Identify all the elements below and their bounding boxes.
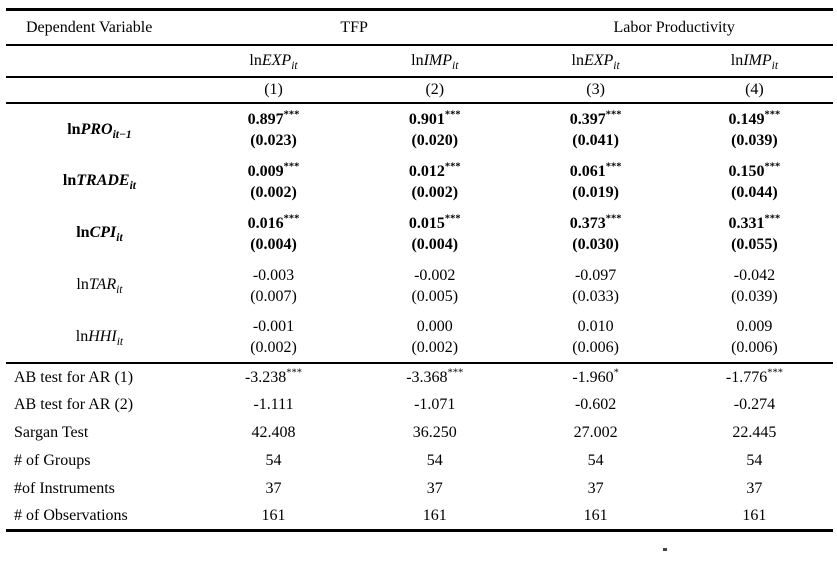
coef-cell: 0.373*** (0.030) bbox=[569, 213, 622, 253]
stat-value: 36.250 bbox=[412, 424, 457, 441]
coef-cell: 0.010 (0.006) bbox=[572, 318, 619, 356]
coef-cell: 0.897*** (0.023) bbox=[247, 109, 300, 149]
coef-cell: 0.015*** (0.004) bbox=[408, 213, 461, 253]
coef-cell: -0.042 (0.039) bbox=[731, 266, 778, 305]
header-number-row: (1) (2) (3) (4) bbox=[6, 77, 833, 103]
stat-value: 37 bbox=[426, 480, 443, 497]
coef-row-lnCPI: lnCPIit 0.016*** (0.004) 0.015*** (0.004) … bbox=[6, 207, 833, 259]
stat-value: 42.408 bbox=[251, 424, 296, 441]
coef-row-lnHHI: lnHHIit -0.001 (0.002) 0.000 (0.002) 0.010… bbox=[6, 311, 833, 363]
stat-value: -1.960* bbox=[572, 367, 619, 386]
coef-cell: 0.009 (0.006) bbox=[731, 318, 778, 356]
coef-cell: -0.001 (0.002) bbox=[250, 318, 297, 356]
stat-value: 161 bbox=[742, 507, 767, 525]
header-model-row: lnEXPit lnIMPit lnEXPit lnIMPit bbox=[6, 45, 833, 77]
header-group-row: Dependent Variable TFP Labor Productivit… bbox=[6, 10, 833, 45]
stat-value: 54 bbox=[426, 452, 443, 469]
stat-value: 37 bbox=[265, 480, 282, 497]
spacer-cell bbox=[6, 45, 193, 77]
stat-value: 22.445 bbox=[732, 424, 777, 441]
stat-label: #of Instruments bbox=[14, 480, 115, 497]
stat-value: 161 bbox=[422, 507, 447, 525]
stat-label: Sargan Test bbox=[14, 424, 89, 441]
stray-mark bbox=[663, 548, 667, 551]
row-label-lnCPI: lnCPIit bbox=[76, 224, 123, 245]
column-number-2: (2) bbox=[425, 81, 445, 98]
stat-value: 161 bbox=[261, 507, 286, 525]
model-header-2: lnIMPit bbox=[411, 52, 459, 73]
stat-value: 161 bbox=[583, 507, 608, 525]
group-header-tfp: TFP bbox=[340, 18, 368, 36]
stat-row-instruments: #of Instruments 37 37 37 37 bbox=[6, 475, 833, 503]
stat-value: -1.776*** bbox=[725, 367, 783, 386]
stat-value: 37 bbox=[746, 480, 763, 497]
stat-value: -3.368*** bbox=[406, 367, 464, 386]
coef-cell: 0.012*** (0.002) bbox=[408, 161, 461, 201]
coef-cell: 0.061*** (0.019) bbox=[569, 161, 622, 201]
stat-value: 54 bbox=[265, 452, 282, 469]
model-header-3: lnEXPit bbox=[571, 52, 620, 73]
column-number-3: (3) bbox=[586, 81, 605, 98]
coef-row-lnPRO: lnPROit−1 0.897*** (0.023) 0.901*** (0.020… bbox=[6, 103, 833, 155]
row-label-lnHHI: lnHHIit bbox=[75, 327, 124, 348]
stat-value: -0.274 bbox=[733, 396, 776, 413]
row-label-lnPRO: lnPROit−1 bbox=[67, 120, 132, 141]
stat-row-sargan: Sargan Test 42.408 36.250 27.002 22.445 bbox=[6, 419, 833, 447]
stat-value: 37 bbox=[587, 480, 604, 497]
stat-label: # of Observations bbox=[14, 507, 128, 525]
stat-label: AB test for AR (1) bbox=[14, 368, 134, 386]
column-number-1: (1) bbox=[264, 81, 283, 98]
stat-value: -1.071 bbox=[414, 396, 456, 413]
coef-cell: 0.331*** (0.055) bbox=[728, 213, 781, 253]
stat-value: 54 bbox=[587, 452, 604, 469]
row-label-lnTRADE: lnTRADEit bbox=[62, 172, 136, 193]
stat-row-ab-ar2: AB test for AR (2) -1.111 -1.071 -0.602 … bbox=[6, 391, 833, 419]
stat-value: -1.111 bbox=[253, 396, 294, 413]
stat-row-observations: # of Observations 161 161 161 161 bbox=[6, 503, 833, 531]
coef-cell: 0.016*** (0.004) bbox=[247, 213, 300, 253]
dependent-variable-header: Dependent Variable bbox=[26, 18, 153, 36]
coef-row-lnTAR: lnTARit -0.003 (0.007) -0.002 (0.005) -0.0… bbox=[6, 259, 833, 311]
stat-value: -0.602 bbox=[574, 396, 617, 413]
group-header-labor-productivity: Labor Productivity bbox=[613, 18, 735, 36]
stat-row-ab-ar1: AB test for AR (1) -3.238*** -3.368*** -… bbox=[6, 363, 833, 391]
model-header-1: lnEXPit bbox=[249, 52, 298, 73]
row-label-lnTAR: lnTARit bbox=[76, 276, 123, 297]
column-number-4: (4) bbox=[745, 81, 764, 98]
spacer-cell bbox=[6, 77, 193, 103]
coef-cell: -0.002 (0.005) bbox=[411, 266, 459, 305]
coef-cell: 0.397*** (0.041) bbox=[569, 109, 622, 149]
coef-cell: 0.000 (0.002) bbox=[411, 318, 459, 356]
coef-row-lnTRADE: lnTRADEit 0.009*** (0.002) 0.012*** (0.002… bbox=[6, 155, 833, 207]
coef-cell: -0.003 (0.007) bbox=[250, 266, 297, 305]
coef-cell: 0.150*** (0.044) bbox=[728, 161, 781, 201]
model-header-4: lnIMPit bbox=[730, 52, 779, 73]
coef-cell: 0.009*** (0.002) bbox=[247, 161, 300, 201]
stat-label: AB test for AR (2) bbox=[14, 396, 134, 413]
coef-cell: 0.901*** (0.020) bbox=[408, 109, 461, 149]
stat-value: -3.238*** bbox=[244, 367, 303, 386]
coef-cell: 0.149*** (0.039) bbox=[728, 109, 781, 149]
regression-table: Dependent Variable TFP Labor Productivit… bbox=[6, 8, 833, 532]
stat-label: # of Groups bbox=[14, 452, 91, 469]
stat-value: 54 bbox=[746, 452, 763, 469]
stat-row-groups: # of Groups 54 54 54 54 bbox=[6, 447, 833, 475]
stat-value: 27.002 bbox=[573, 424, 618, 441]
coef-cell: -0.097 (0.033) bbox=[572, 266, 619, 305]
